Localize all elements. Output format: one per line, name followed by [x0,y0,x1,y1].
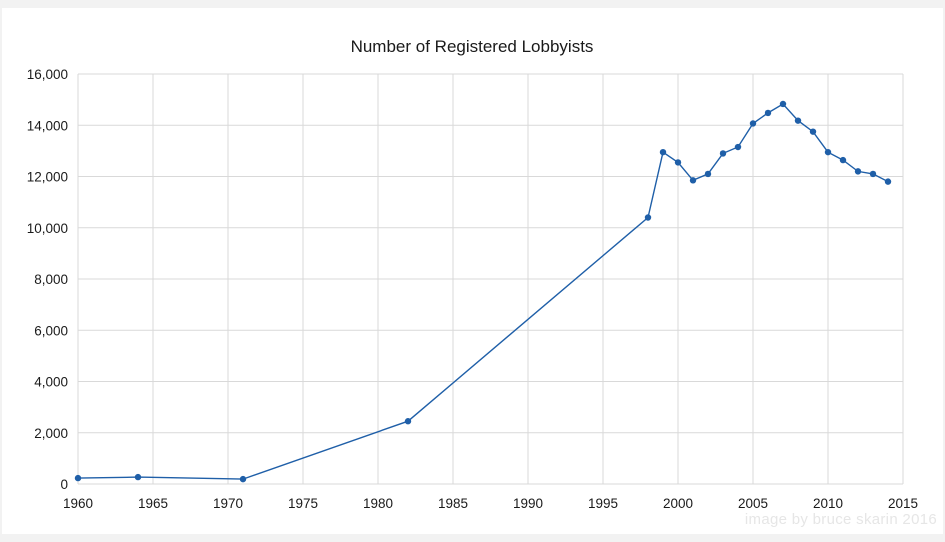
watermark-text: image by bruce skarin 2016 [744,511,937,528]
y-tick-label: 10,000 [27,221,68,236]
data-point [404,418,412,425]
y-tick-label: 0 [60,477,68,492]
y-tick-label: 16,000 [27,67,68,82]
x-tick-label: 1980 [363,496,393,511]
x-tick-label: 1995 [588,496,618,511]
x-tick-label: 1990 [513,496,543,511]
y-tick-label: 14,000 [27,118,68,133]
data-point [764,109,772,117]
data-point [734,143,742,151]
data-point [674,159,682,166]
data-point [239,475,247,483]
data-point [644,214,652,221]
x-tick-label: 2010 [813,496,843,511]
y-axis-ticks: 0 2,000 4,000 6,000 8,000 10,000 12,000 14,000 1… [27,67,68,492]
data-point [869,170,877,178]
data-point [779,100,787,108]
y-tick-label: 8,000 [34,272,68,287]
series-line [77,103,889,480]
chart-title: Number of Registered Lobbyists [351,37,594,56]
data-point [74,474,82,482]
y-tick-label: 4,000 [34,375,68,390]
x-tick-label: 2005 [738,496,768,511]
x-tick-label: 2000 [663,496,693,511]
data-point [134,473,142,481]
x-tick-label: 1985 [438,496,468,511]
series-layer [74,100,892,483]
data-point [809,128,817,135]
data-point [824,148,832,156]
x-tick-label: 2015 [888,496,918,511]
data-point [704,170,712,178]
line-chart: Number of Registered Lobbyists 0 2,000 4,0… [27,37,918,511]
data-point [659,148,667,156]
x-tick-label: 1970 [213,496,243,511]
y-tick-label: 2,000 [34,426,68,441]
data-point [794,117,802,124]
x-axis-ticks: 1960 1965 1970 1975 1980 1985 1990 1995 2000 2005… [63,496,918,511]
data-point [884,178,892,185]
data-point [719,150,727,157]
data-point [839,156,847,164]
y-tick-label: 6,000 [34,323,68,338]
data-point [854,168,862,175]
grid-lines [77,73,904,485]
x-tick-label: 1960 [63,496,93,511]
chart-panel: Number of Registered Lobbyists 0 2,000 4,0… [2,8,943,534]
x-tick-label: 1975 [288,496,318,511]
data-point [749,120,757,127]
x-tick-label: 1965 [138,496,168,511]
data-point [689,177,697,184]
y-tick-label: 12,000 [27,170,68,185]
